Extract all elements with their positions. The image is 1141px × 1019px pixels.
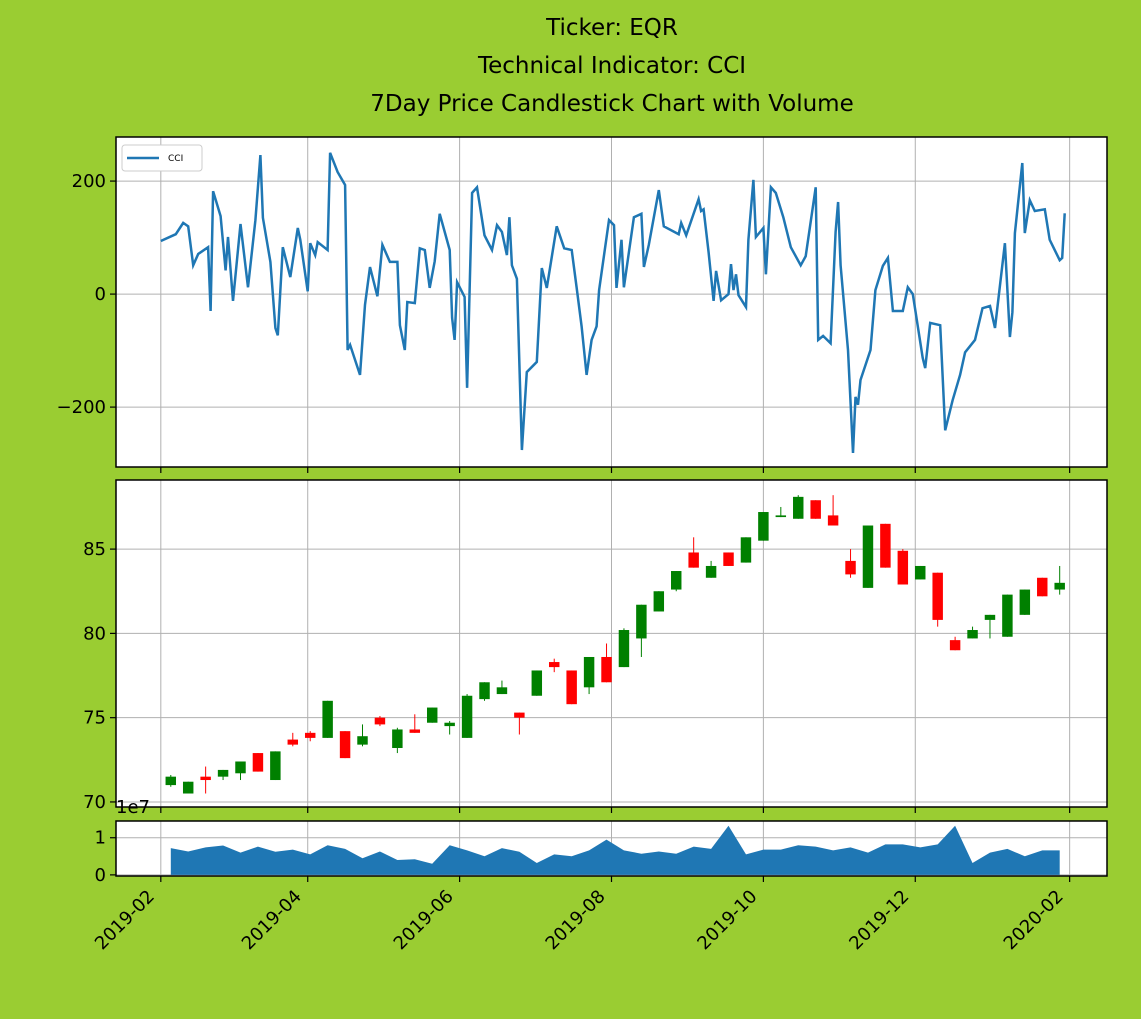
- candle-body: [880, 523, 891, 568]
- y-offset: 1e7: [116, 797, 150, 818]
- candle-body: [758, 512, 769, 541]
- y-tick-label: 80: [83, 623, 106, 644]
- candle-body: [601, 656, 612, 683]
- candle-body: [200, 776, 211, 781]
- y-tick-label: 1: [95, 828, 106, 849]
- x-tick-label: 2019-10: [693, 886, 761, 954]
- candle-body: [1002, 594, 1013, 637]
- candle-body: [1037, 577, 1048, 597]
- panel: 2019-02 2019-04 2019-06 2019-08 2019-10 2019-…: [91, 797, 1108, 954]
- x-tick-label: 2019-04: [238, 886, 306, 954]
- cci-line: [160, 152, 1066, 453]
- candle-body: [775, 515, 787, 518]
- frame: [115, 820, 1108, 877]
- y-tick-label: 70: [83, 792, 106, 813]
- legend-box: [121, 144, 203, 172]
- candle-body: [182, 781, 194, 794]
- candle-body: [636, 604, 647, 639]
- candle-body: [932, 572, 943, 620]
- candle-body: [496, 687, 508, 695]
- frame: [115, 136, 1108, 468]
- candle-body: [827, 515, 839, 526]
- y-tick-label: 0: [95, 284, 106, 305]
- y-tick-label: 75: [83, 708, 106, 729]
- candle-body: [949, 640, 961, 651]
- candle-body: [479, 682, 490, 700]
- candle-body: [1019, 589, 1031, 615]
- y-tick-label: 0: [95, 865, 106, 886]
- title-line: Technical Indicator: CCI: [477, 53, 746, 79]
- candle-body: [549, 662, 560, 668]
- candle-body: [217, 769, 229, 777]
- data: [170, 825, 1060, 875]
- candle-body: [653, 591, 665, 612]
- x-tick-label: 2019-06: [390, 886, 458, 954]
- candle-body: [967, 630, 978, 639]
- legend: CCI: [121, 144, 203, 172]
- candle-body: [444, 722, 455, 727]
- candle-body: [304, 732, 316, 738]
- candle-body: [392, 729, 403, 749]
- candle-body: [740, 537, 752, 563]
- candle-body: [252, 753, 264, 772]
- candle-body: [566, 670, 577, 705]
- candle-body: [618, 630, 630, 668]
- candle-body: [270, 751, 281, 781]
- candle-body: [235, 761, 246, 774]
- candle-body: [1054, 582, 1065, 590]
- candle-body: [374, 717, 386, 725]
- panel: 70 75 80 85: [83, 479, 1108, 813]
- x-tick-label: 2019-02: [91, 886, 159, 954]
- candle-body: [793, 496, 804, 519]
- y-tick-label: 85: [83, 539, 106, 560]
- candle-body: [862, 525, 874, 588]
- candle-body: [705, 565, 717, 578]
- candle-body: [339, 731, 351, 759]
- frame: [115, 479, 1108, 808]
- candle-body: [723, 552, 734, 566]
- data: [160, 152, 1066, 453]
- candle-body: [357, 736, 368, 745]
- candle-body: [409, 729, 421, 733]
- candle-body: [845, 560, 856, 575]
- volume-area: [170, 825, 1060, 875]
- legend-label: CCI: [168, 154, 183, 164]
- candle-body: [897, 550, 909, 585]
- candle-body: [426, 707, 438, 723]
- x-tick-label: 2020-02: [1000, 886, 1068, 954]
- title-line: Ticker: EQR: [545, 15, 678, 41]
- candle-body: [583, 656, 595, 688]
- candle-body: [984, 614, 996, 620]
- candle-body: [287, 739, 299, 745]
- candle-body: [810, 500, 821, 519]
- y-tick-label: −200: [57, 397, 106, 418]
- candle-body: [322, 700, 333, 738]
- candle-body: [688, 552, 699, 568]
- candle-body: [165, 776, 177, 786]
- panel: −200 0 200 CCI: [57, 136, 1108, 473]
- candle-body: [671, 571, 682, 590]
- candle-body: [461, 695, 473, 738]
- candle-body: [531, 670, 543, 696]
- candle-body: [514, 712, 525, 718]
- title-line: 7Day Price Candlestick Chart with Volume: [370, 91, 853, 117]
- data: [165, 495, 1065, 794]
- x-tick-label: 2019-12: [845, 886, 913, 954]
- x-tick-label: 2019-08: [542, 886, 610, 954]
- candle-body: [915, 565, 926, 580]
- y-tick-label: 200: [72, 171, 106, 192]
